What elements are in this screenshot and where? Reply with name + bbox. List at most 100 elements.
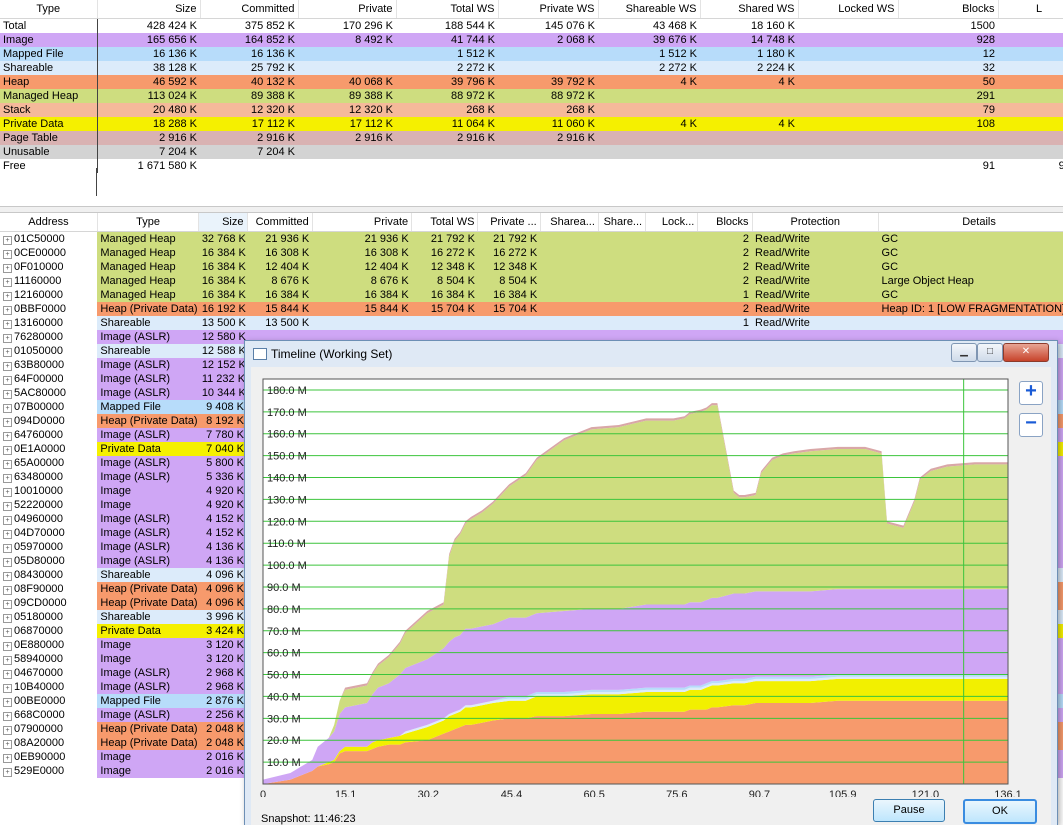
expand-icon[interactable]: + <box>3 740 12 749</box>
expand-icon[interactable]: + <box>3 264 12 273</box>
expand-icon[interactable]: + <box>3 334 12 343</box>
expand-icon[interactable]: + <box>3 670 12 679</box>
detail-col-header[interactable]: Size <box>198 213 248 232</box>
pane-splitter[interactable] <box>0 206 1063 213</box>
detail-row[interactable]: +0BBF0000 Heap (Private Data) 16 192 K 15 8… <box>0 302 1063 316</box>
summary-col-header[interactable]: Total WS <box>396 0 499 19</box>
expand-icon[interactable]: + <box>3 474 12 483</box>
expand-icon[interactable]: + <box>3 250 12 259</box>
summary-col-header[interactable]: Committed <box>200 0 299 19</box>
close-button[interactable]: ✕ <box>1003 343 1049 362</box>
detail-col-header[interactable]: Private ... <box>477 213 541 232</box>
summary-row[interactable]: Stack 20 480 K 12 320 K 12 320 K 268 K 268 K 7… <box>0 103 1063 117</box>
expand-icon[interactable]: + <box>3 404 12 413</box>
detail-col-header[interactable]: Address <box>0 213 98 232</box>
expand-icon[interactable]: + <box>3 278 12 287</box>
detail-col-header[interactable]: Private <box>312 213 413 232</box>
detail-col-header[interactable]: Protection <box>752 213 880 232</box>
summary-row[interactable]: Page Table 2 916 K 2 916 K 2 916 K 2 916 K 2 … <box>0 131 1063 145</box>
expand-icon[interactable]: + <box>3 698 12 707</box>
summary-row[interactable]: Shareable 38 128 K 25 792 K 2 272 K 2 272 K 2… <box>0 61 1063 75</box>
expand-icon[interactable]: + <box>3 320 12 329</box>
summary-col-header[interactable]: Type <box>0 0 98 19</box>
zoom-out-button[interactable]: − <box>1019 413 1043 437</box>
expand-icon[interactable]: + <box>3 376 12 385</box>
expand-icon[interactable]: + <box>3 488 12 497</box>
expand-icon[interactable]: + <box>3 530 12 539</box>
summary-cell-committed: 164 852 K <box>244 34 295 46</box>
expand-icon[interactable]: + <box>3 516 12 525</box>
address-value: 0CE00000 <box>14 247 66 259</box>
expand-icon[interactable]: + <box>3 432 12 441</box>
minimize-button[interactable]: ▁ <box>951 343 977 362</box>
expand-icon[interactable]: + <box>3 628 12 637</box>
detail-cell-size: 16 384 K <box>201 289 246 301</box>
ok-button[interactable]: OK <box>963 799 1037 824</box>
expand-icon[interactable]: + <box>3 642 12 651</box>
summary-row[interactable]: Mapped File 16 136 K 16 136 K 1 512 K 1 512 … <box>0 47 1063 61</box>
summary-col-header[interactable]: L <box>998 0 1063 19</box>
expand-icon[interactable]: + <box>3 460 12 469</box>
expand-icon[interactable]: + <box>3 600 12 609</box>
expand-icon[interactable]: + <box>3 292 12 301</box>
detail-cell-size: 12 588 K <box>201 345 246 357</box>
expand-icon[interactable]: + <box>3 236 12 245</box>
summary-cell-blocks: 108 <box>976 118 995 130</box>
address-cell: +52220000 <box>0 498 98 512</box>
detail-col-header[interactable]: Type <box>97 213 200 232</box>
detail-col-header[interactable]: Committed <box>247 213 313 232</box>
summary-row[interactable]: Total 428 424 K 375 852 K 170 296 K 188 544 … <box>0 18 1063 33</box>
summary-row[interactable]: Unusable 7 204 K 7 204 K <box>0 145 1063 159</box>
expand-icon[interactable]: + <box>3 656 12 665</box>
expand-icon[interactable]: + <box>3 586 12 595</box>
summary-col-header[interactable]: Shared WS <box>700 0 799 19</box>
summary-col-header[interactable]: Size <box>97 0 201 19</box>
expand-icon[interactable]: + <box>3 558 12 567</box>
detail-col-header[interactable]: Total WS <box>411 213 479 232</box>
summary-cell-size: 165 656 K <box>146 34 197 46</box>
summary-col-header[interactable]: Private <box>298 0 397 19</box>
detail-cell-size: 12 152 K <box>201 359 246 371</box>
expand-icon[interactable]: + <box>3 768 12 777</box>
summary-col-header[interactable]: Blocks <box>898 0 999 19</box>
detail-col-header[interactable]: Lock... <box>645 213 699 232</box>
detail-row[interactable]: +12160000 Managed Heap 16 384 K 16 384 K 16 … <box>0 288 1063 302</box>
expand-icon[interactable]: + <box>3 446 12 455</box>
detail-row[interactable]: +01C50000 Managed Heap 32 768 K 21 936 K 21 … <box>0 231 1063 246</box>
summary-col-header[interactable]: Private WS <box>498 0 599 19</box>
summary-row[interactable]: Image 165 656 K 164 852 K 8 492 K 41 744 K 2 … <box>0 33 1063 47</box>
detail-col-header[interactable]: Share... <box>598 213 647 232</box>
detail-col-header[interactable]: Sharea... <box>540 213 599 232</box>
detail-col-header[interactable]: Blocks <box>697 213 753 232</box>
summary-row[interactable]: Private Data 18 288 K 17 112 K 17 112 K 11 0… <box>0 117 1063 131</box>
maximize-button[interactable]: □ <box>977 343 1003 362</box>
expand-icon[interactable]: + <box>3 418 12 427</box>
expand-icon[interactable]: + <box>3 684 12 693</box>
detail-row[interactable]: +0F010000 Managed Heap 16 384 K 12 404 K 12 … <box>0 260 1063 274</box>
summary-row[interactable]: Heap 46 592 K 40 132 K 40 068 K 39 796 K 39 7… <box>0 75 1063 89</box>
expand-icon[interactable]: + <box>3 390 12 399</box>
expand-icon[interactable]: + <box>3 362 12 371</box>
expand-icon[interactable]: + <box>3 572 12 581</box>
expand-icon[interactable]: + <box>3 754 12 763</box>
timeline-chart[interactable]: 10.0 M 20.0 M 30.0 M 40.0 M 50.0 M 60.0 M 70.0… <box>251 367 1051 797</box>
detail-row[interactable]: +13160000 Shareable 13 500 K 13 500 K 1 Read/… <box>0 316 1063 330</box>
zoom-in-button[interactable]: + <box>1019 381 1043 405</box>
expand-icon[interactable]: + <box>3 502 12 511</box>
summary-row[interactable]: Managed Heap 113 024 K 89 388 K 89 388 K 88 … <box>0 89 1063 103</box>
summary-row[interactable]: Free 1 671 580 K 91 985 <box>0 159 1063 173</box>
summary-col-header[interactable]: Locked WS <box>798 0 899 19</box>
expand-icon[interactable]: + <box>3 712 12 721</box>
pause-button[interactable]: Pause <box>873 799 945 822</box>
expand-icon[interactable]: + <box>3 348 12 357</box>
detail-col-header[interactable]: Details <box>878 213 1063 232</box>
expand-icon[interactable]: + <box>3 726 12 735</box>
expand-icon[interactable]: + <box>3 306 12 315</box>
timeline-dialog: Timeline (Working Set) ▁ □ ✕ 10.0 M 20.0 … <box>244 340 1058 825</box>
detail-row[interactable]: +0CE00000 Managed Heap 16 384 K 16 308 K 16 … <box>0 246 1063 260</box>
summary-col-header[interactable]: Shareable WS <box>598 0 701 19</box>
expand-icon[interactable]: + <box>3 614 12 623</box>
dialog-titlebar[interactable]: Timeline (Working Set) ▁ □ ✕ <box>245 341 1057 367</box>
expand-icon[interactable]: + <box>3 544 12 553</box>
